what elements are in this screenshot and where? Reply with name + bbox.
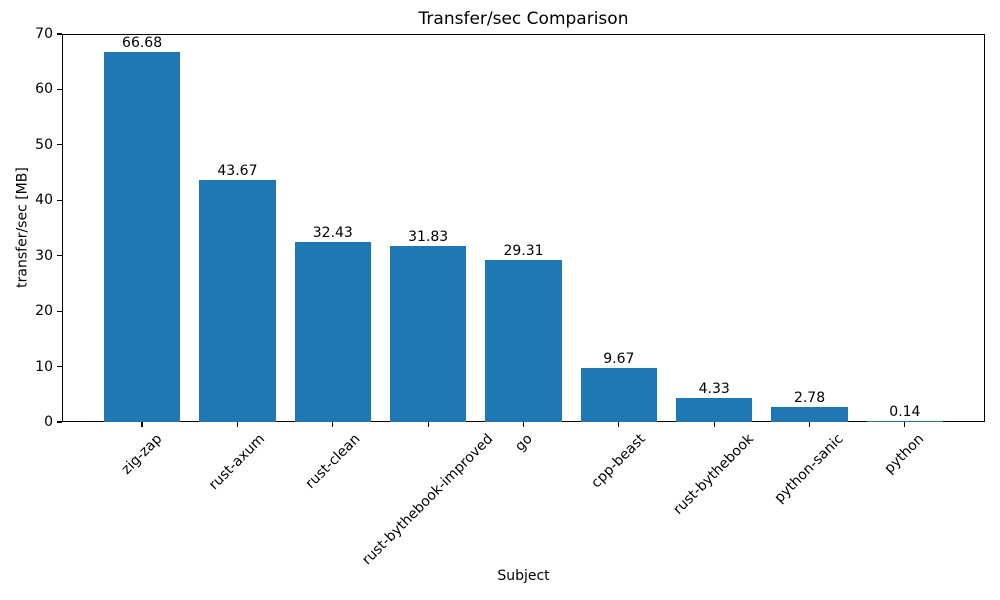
bar [676,397,753,422]
bar-value-label: 4.33 [698,380,730,397]
y-tick-mark [57,310,62,312]
x-tick-label: python-sanic [771,431,848,507]
x-tick-label: cpp-beast [588,431,649,492]
x-tick-mark [713,422,715,427]
bar-value-label: 32.43 [312,225,353,242]
bar [199,179,276,422]
y-tick-label: 50 [35,136,53,153]
x-tick-mark [522,422,525,427]
x-tick-label: python [881,431,928,477]
y-tick-mark [57,199,62,201]
y-tick-label: 10 [35,358,53,375]
bar-value-label: 2.78 [793,389,826,406]
bar-value-label: 9.67 [603,351,635,368]
bar [390,245,467,422]
bar [294,242,371,422]
bar-value-label: 43.67 [217,162,258,179]
y-tick-label: 0 [44,414,53,430]
bar-value-label: 29.31 [503,242,544,259]
x-tick-mark [236,422,239,427]
x-tick-mark [808,422,811,427]
y-tick-label: 30 [35,247,53,264]
y-tick-mark [57,255,62,257]
y-tick-label: 70 [35,26,53,42]
x-tick-label: rust-bythebook-improved [359,431,497,569]
y-tick-mark [57,365,62,368]
bar [485,259,562,422]
bar [771,406,848,422]
y-tick-mark [57,421,62,423]
bar-value-label: 31.83 [408,228,449,245]
x-tick-label: rust-clean [302,431,363,492]
x-tick-label: go [511,431,536,455]
y-tick-mark [57,144,62,146]
y-tick-label: 20 [35,303,53,320]
bar-value-label: 0.14 [889,404,921,420]
y-tick-mark [57,33,62,35]
x-tick-mark [332,422,334,427]
y-axis-label: transfer/sec [MB] [14,167,31,288]
x-tick-label: rust-axum [205,431,269,494]
x-tick-mark [618,422,620,427]
bar [580,368,657,422]
x-tick-mark [904,422,906,427]
x-tick-label: rust-bythebook [670,431,758,518]
y-tick-label: 40 [35,192,53,209]
y-tick-mark [57,88,62,91]
x-tick-mark [141,422,143,427]
bar-value-label: 66.68 [122,35,163,52]
bar [103,52,181,422]
bar [866,421,944,422]
x-tick-mark [427,422,429,427]
x-tick-label: zig-zap [118,431,166,478]
chart-title: Transfer/sec Comparison [418,9,629,29]
y-tick-label: 60 [35,81,53,98]
x-axis-label: Subject [497,568,550,584]
